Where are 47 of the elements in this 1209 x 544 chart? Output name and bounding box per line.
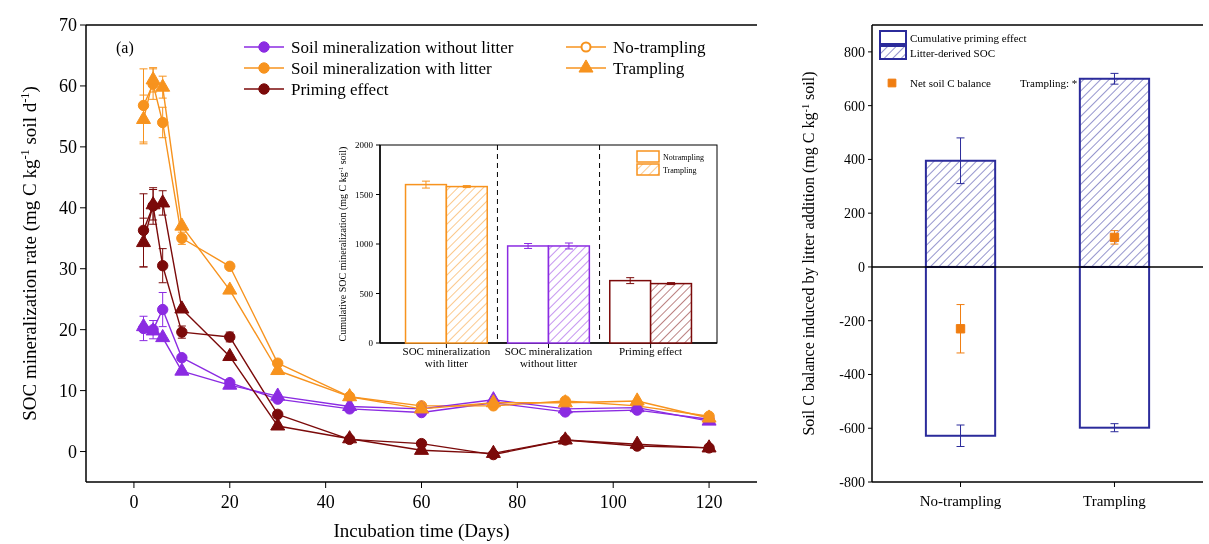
x-tick-label: No-trampling (919, 493, 1002, 509)
y-tick-label: 40 (59, 198, 77, 219)
y-tick-label: 1000 (355, 239, 374, 250)
x-tick-label: Priming effect (619, 345, 683, 357)
x-tick-label: 20 (220, 492, 239, 512)
x-tick-label: SOC mineralization with litter (402, 345, 491, 370)
x-axis-title: Incubation time (Days) (333, 520, 510, 542)
y-tick-label: -600 (839, 421, 865, 437)
x-tick-label: 0 (129, 492, 139, 512)
legend-label: Net soil C balance (910, 76, 992, 89)
y-tick-label: 60 (59, 76, 77, 97)
y-tick-label: 0 (858, 259, 865, 275)
x-tick-label: 60 (412, 492, 431, 512)
legend-label: Litter-derived SOC (910, 47, 996, 60)
y-tick-label: 600 (844, 98, 865, 114)
x-tick-label: Trampling (1083, 493, 1147, 509)
y-tick-label: 70 (59, 15, 77, 36)
x-tick-label: 100 (599, 492, 627, 512)
legend-label: Notrampling (663, 153, 704, 163)
y-tick-label: 0 (68, 441, 77, 462)
y-tick-label: 400 (844, 152, 865, 168)
y-tick-label: 0 (368, 338, 374, 349)
y-tick-label: 500 (359, 288, 374, 299)
y-tick-label: 30 (59, 259, 77, 280)
y-tick-label: 200 (844, 206, 865, 222)
annotation: Trampling: * (1020, 76, 1078, 89)
legend-label: Priming effect (291, 79, 389, 99)
x-tick-label: 80 (508, 492, 527, 512)
y-tick-label: 50 (59, 137, 77, 158)
y-tick-label: -400 (839, 367, 865, 383)
legend-label: Cumulative priming effect (910, 32, 1027, 45)
x-tick-label: 120 (695, 492, 723, 512)
y-tick-label: 1500 (355, 189, 374, 200)
y-tick-label: 20 (59, 319, 77, 340)
legend-label: Trampling (663, 166, 697, 176)
x-tick-label: SOC mineralization without litter (504, 345, 593, 370)
x-tick-label: 40 (316, 492, 335, 512)
y-tick-label: 10 (59, 380, 77, 401)
legend-label: Soil mineralization without litter (291, 37, 514, 57)
annotation: (a) (116, 39, 134, 57)
y-tick-label: 800 (844, 44, 865, 60)
y-tick-label: 2000 (355, 140, 374, 151)
annotation: No-trampling (613, 37, 707, 57)
y-tick-label: -800 (839, 474, 865, 490)
legend-label: Soil mineralization with litter (291, 58, 492, 78)
legend-label: Trampling (613, 58, 685, 78)
y-tick-label: -200 (839, 313, 865, 329)
